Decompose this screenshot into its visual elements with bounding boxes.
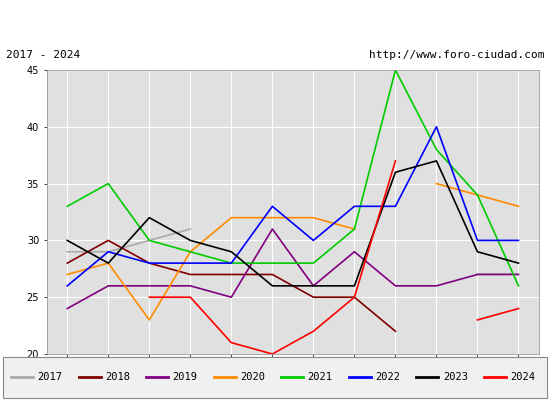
2019 xyxy=(474,272,481,277)
2022 xyxy=(228,261,235,266)
2021 xyxy=(392,68,399,72)
2020 xyxy=(433,181,440,186)
2021 xyxy=(64,204,70,209)
2017 xyxy=(515,272,522,277)
Line: 2020: 2020 xyxy=(437,184,519,206)
Line: 2019: 2019 xyxy=(67,229,519,308)
2021 xyxy=(351,227,358,232)
2021 xyxy=(146,238,152,243)
2021 xyxy=(187,249,194,254)
2023 xyxy=(392,170,399,175)
2019 xyxy=(269,227,276,232)
2021 xyxy=(474,192,481,197)
2020 xyxy=(515,204,522,209)
2019 xyxy=(105,284,112,288)
2019 xyxy=(64,306,70,311)
2022 xyxy=(474,238,481,243)
FancyBboxPatch shape xyxy=(3,357,547,398)
2019 xyxy=(433,284,440,288)
Text: http://www.foro-ciudad.com: http://www.foro-ciudad.com xyxy=(369,50,544,60)
2023 xyxy=(351,284,358,288)
2023 xyxy=(515,261,522,266)
Text: 2020: 2020 xyxy=(240,372,265,382)
2019 xyxy=(146,284,152,288)
2019 xyxy=(310,284,317,288)
Text: 2024: 2024 xyxy=(510,372,535,382)
2021 xyxy=(433,147,440,152)
2021 xyxy=(105,181,112,186)
2019 xyxy=(351,249,358,254)
Text: Evolucion del paro registrado en Lozoya: Evolucion del paro registrado en Lozoya xyxy=(97,12,453,28)
2023 xyxy=(433,158,440,163)
Text: 2017 - 2024: 2017 - 2024 xyxy=(6,50,80,60)
Line: 2023: 2023 xyxy=(67,161,519,286)
2022 xyxy=(392,204,399,209)
Text: 2019: 2019 xyxy=(173,372,197,382)
Text: 2023: 2023 xyxy=(443,372,468,382)
2024 xyxy=(474,318,481,322)
2019 xyxy=(392,284,399,288)
Text: 2021: 2021 xyxy=(307,372,333,382)
2021 xyxy=(515,284,522,288)
2021 xyxy=(310,261,317,266)
2021 xyxy=(228,261,235,266)
Text: 2022: 2022 xyxy=(375,372,400,382)
2022 xyxy=(310,238,317,243)
2023 xyxy=(228,249,235,254)
2023 xyxy=(64,238,70,243)
2022 xyxy=(187,261,194,266)
2023 xyxy=(310,284,317,288)
2022 xyxy=(515,238,522,243)
Line: 2024: 2024 xyxy=(477,308,519,320)
Line: 2022: 2022 xyxy=(67,127,519,286)
2017 xyxy=(474,272,481,277)
2023 xyxy=(269,284,276,288)
2022 xyxy=(146,261,152,266)
2022 xyxy=(433,124,440,129)
2019 xyxy=(228,295,235,300)
2019 xyxy=(187,284,194,288)
Text: 2017: 2017 xyxy=(37,372,62,382)
Text: 2018: 2018 xyxy=(105,372,130,382)
2022 xyxy=(351,204,358,209)
2023 xyxy=(105,261,112,266)
2020 xyxy=(474,192,481,197)
2022 xyxy=(269,204,276,209)
2021 xyxy=(269,261,276,266)
2023 xyxy=(146,215,152,220)
2022 xyxy=(105,249,112,254)
2019 xyxy=(515,272,522,277)
Line: 2021: 2021 xyxy=(67,70,519,286)
2024 xyxy=(515,306,522,311)
2023 xyxy=(187,238,194,243)
2023 xyxy=(474,249,481,254)
2022 xyxy=(64,284,70,288)
